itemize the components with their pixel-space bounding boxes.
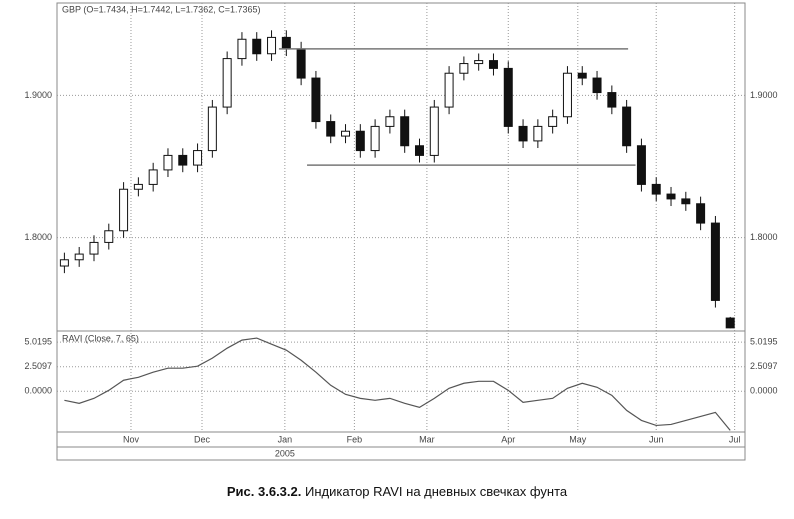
x-tick-label: Feb xyxy=(347,434,363,444)
candle-body xyxy=(267,36,277,55)
year-label: 2005 xyxy=(275,448,295,458)
candle-body xyxy=(370,125,380,152)
x-tick-label: Apr xyxy=(501,434,515,444)
candle-body xyxy=(326,121,336,137)
x-tick-label: Nov xyxy=(123,434,140,444)
candle-body xyxy=(89,241,99,255)
y-tick-label: 0.0000 xyxy=(24,386,52,396)
candle-body xyxy=(133,183,143,190)
y-tick-label: 1.9000 xyxy=(24,90,52,100)
candle-body xyxy=(74,253,84,261)
x-tick-label: Mar xyxy=(419,434,435,444)
candle-body xyxy=(400,116,410,147)
y-tick-label: 5.0195 xyxy=(24,336,52,346)
candle-body xyxy=(533,125,543,142)
candle-body xyxy=(281,36,291,50)
x-tick-label: Jul xyxy=(729,434,741,444)
candle-body xyxy=(696,203,706,224)
caption-label: Рис. 3.6.3.2. xyxy=(226,484,302,499)
caption-text: Индикатор RAVI на дневных свечках фунта xyxy=(304,484,568,499)
candle-body xyxy=(725,317,735,329)
x-tick-label: May xyxy=(569,434,587,444)
y-tick-label: 2.5097 xyxy=(24,361,52,371)
candle-body xyxy=(237,38,247,60)
y-tick-label-right: 0.0000 xyxy=(750,386,778,396)
candle-body xyxy=(222,58,232,108)
y-tick-label-right: 2.5097 xyxy=(750,361,778,371)
candle-body xyxy=(636,145,646,185)
candle-body xyxy=(119,188,129,232)
y-tick-label-right: 1.8000 xyxy=(750,232,778,242)
candle-body xyxy=(518,125,528,142)
indicator-line xyxy=(64,337,731,431)
candle-body xyxy=(59,259,69,267)
candle-body xyxy=(355,130,365,152)
frame xyxy=(56,2,746,461)
candle-body xyxy=(503,67,513,127)
candle-body xyxy=(385,116,395,127)
x-tick-label: Jun xyxy=(649,434,664,444)
candle-body xyxy=(104,230,114,243)
candle-body xyxy=(296,48,306,79)
candle-body xyxy=(193,150,203,166)
candle-body xyxy=(444,72,454,108)
x-tick-label: Dec xyxy=(194,434,211,444)
y-tick-label: 1.8000 xyxy=(24,232,52,242)
candle-body xyxy=(548,116,558,127)
indicator-title: RAVI (Close, 7, 65) xyxy=(62,333,139,343)
candle-body xyxy=(651,183,661,195)
candle-body xyxy=(311,77,321,123)
candle-body xyxy=(592,77,602,94)
caption: Рис. 3.6.3.2. Индикатор RAVI на дневных … xyxy=(0,484,794,499)
candle-body xyxy=(622,106,632,147)
y-tick-label-right: 1.9000 xyxy=(750,90,778,100)
x-tick-label: Jan xyxy=(278,434,293,444)
candle-body xyxy=(577,72,587,79)
candle-body xyxy=(710,222,720,301)
candle-body xyxy=(459,63,469,74)
candle-body xyxy=(474,60,484,65)
candle-body xyxy=(341,130,351,137)
candle-body xyxy=(207,106,217,152)
candle-body xyxy=(681,198,691,205)
candle-body xyxy=(148,169,158,185)
candle-body xyxy=(666,193,676,200)
candle-body xyxy=(178,154,188,166)
y-tick-label-right: 5.0195 xyxy=(750,336,778,346)
candle-body xyxy=(429,106,439,156)
candle-body xyxy=(488,60,498,69)
candle-body xyxy=(607,92,617,108)
candle-body xyxy=(562,72,572,118)
candle-body xyxy=(414,145,424,156)
candle-body xyxy=(163,154,173,171)
price-title: GBP (O=1.7434, H=1.7442, L=1.7362, C=1.7… xyxy=(62,4,260,14)
chart: GBP (O=1.7434, H=1.7442, L=1.7362, C=1.7… xyxy=(24,2,778,461)
candle-body xyxy=(252,38,262,55)
